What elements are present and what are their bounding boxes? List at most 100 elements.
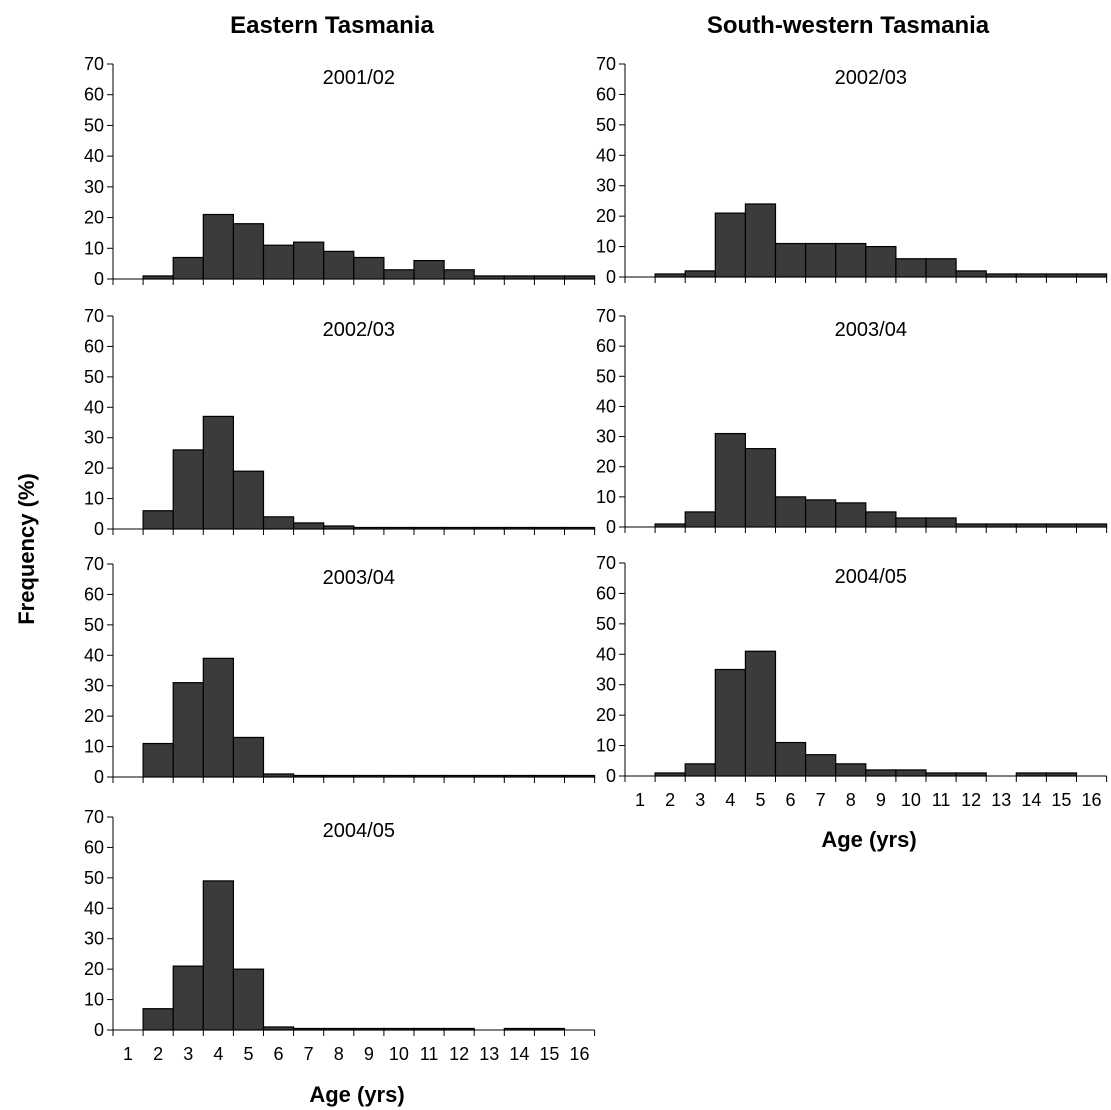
y-tick-label: 40: [596, 396, 616, 416]
y-tick-label: 60: [84, 584, 104, 604]
bar-age-5: [744, 203, 777, 278]
x-tick-label: 4: [725, 790, 735, 810]
y-tick-label: 50: [84, 367, 104, 387]
y-tick-label: 30: [596, 427, 616, 447]
x-tick-label: 13: [479, 1044, 499, 1064]
x-tick-label: 10: [389, 1044, 409, 1064]
x-tick-label: 5: [243, 1044, 253, 1064]
panel-1: 2001/02 0 10 20 30 40 50 60 70: [84, 54, 596, 289]
y-tick-label: 20: [596, 457, 616, 477]
y-tick-label: 10: [84, 238, 104, 258]
y-tick-label: 0: [94, 519, 104, 539]
bar-age-4: [202, 213, 235, 280]
x-tick-label: 11: [420, 1044, 439, 1064]
panels-group: 2001/020102030405060702002/0301020304050…: [84, 54, 1108, 1064]
y-tick-label: 60: [596, 336, 616, 356]
y-tick-label: 20: [84, 458, 104, 478]
x-tick-label: 3: [695, 790, 705, 810]
y-tick-label: 10: [596, 736, 616, 756]
x-tick-label: 8: [334, 1044, 344, 1064]
y-tick-label: 30: [84, 428, 104, 448]
bar-age-12: [955, 270, 987, 278]
x-tick-label: 6: [786, 790, 796, 810]
y-tick-label: 70: [596, 553, 616, 573]
bar-age-5: [744, 448, 777, 528]
bar-age-10: [895, 769, 927, 777]
x-tick-label: 2: [665, 790, 675, 810]
bar-age-8: [835, 502, 867, 528]
y-tick-label: 60: [84, 85, 104, 105]
y-tick-label: 30: [84, 929, 104, 949]
y-tick-label: 0: [94, 1020, 104, 1040]
panel-title: 2002/03: [323, 319, 395, 341]
panel-title: 2003/04: [835, 319, 907, 341]
bar-age-11: [925, 258, 957, 278]
bar-age-5: [232, 470, 265, 530]
x-tick-label: 7: [816, 790, 826, 810]
bar-age-9: [353, 256, 385, 280]
bar-age-6: [262, 244, 295, 280]
panel-3: 2003/04 0 10 20 30 40 50 60 70: [84, 554, 596, 787]
y-tick-label: 70: [84, 807, 104, 827]
y-tick-label: 40: [84, 645, 104, 665]
y-tick-label: 0: [94, 269, 104, 289]
bar-age-12: [443, 269, 475, 280]
y-tick-label: 20: [596, 705, 616, 725]
x-tick-label: 7: [304, 1044, 314, 1064]
y-tick-label: 0: [94, 767, 104, 787]
x-tick-label: 10: [901, 790, 921, 810]
bar-age-3: [172, 682, 204, 778]
bar-age-11: [413, 259, 445, 280]
panel-title: 2003/04: [323, 567, 395, 589]
column-title-south-western: South-western Tasmania: [707, 12, 990, 39]
y-tick-label: 40: [84, 397, 104, 417]
y-tick-label: 70: [84, 54, 104, 74]
x-tick-label: 15: [1051, 790, 1071, 810]
y-tick-label: 20: [84, 959, 104, 979]
y-tick-label: 60: [84, 336, 104, 356]
bar-age-8: [835, 763, 867, 777]
y-tick-label: 20: [84, 706, 104, 726]
y-tick-label: 10: [596, 487, 616, 507]
x-tick-label: 13: [991, 790, 1011, 810]
x-tick-label: 12: [449, 1044, 469, 1064]
bar-age-3: [684, 270, 716, 278]
bar-age-6: [774, 496, 807, 528]
bar-age-8: [323, 250, 355, 280]
y-tick-label: 70: [596, 306, 616, 326]
y-tick-label: 10: [84, 489, 104, 509]
bar-age-4: [202, 415, 235, 530]
bar-age-9: [865, 769, 897, 777]
bar-age-3: [684, 763, 716, 777]
x-tick-label: 1: [635, 790, 645, 810]
y-tick-label: 40: [596, 644, 616, 664]
bar-age-6: [774, 242, 807, 278]
y-tick-label: 10: [84, 737, 104, 757]
column-title-eastern: Eastern Tasmania: [230, 12, 434, 39]
bar-age-5: [232, 736, 265, 778]
y-tick-label: 10: [596, 237, 616, 257]
y-tick-label: 50: [596, 366, 616, 386]
bar-age-7: [804, 242, 837, 278]
y-tick-label: 60: [596, 583, 616, 603]
bar-age-3: [172, 449, 204, 530]
y-tick-label: 50: [596, 614, 616, 634]
y-tick-label: 20: [84, 208, 104, 228]
x-tick-label: 5: [755, 790, 765, 810]
y-tick-label: 30: [84, 177, 104, 197]
x-tick-label: 6: [274, 1044, 284, 1064]
x-axis-title-left: Age (yrs): [309, 1082, 404, 1107]
panel-title: 2004/05: [835, 566, 907, 588]
x-tick-label: 9: [364, 1044, 374, 1064]
bar-age-8: [835, 242, 867, 278]
bar-age-5: [232, 968, 265, 1031]
x-tick-label: 16: [1082, 790, 1102, 810]
bar-age-3: [684, 511, 716, 528]
y-tick-label: 50: [84, 115, 104, 135]
y-tick-label: 50: [596, 115, 616, 135]
x-axis-title-right: Age (yrs): [821, 827, 916, 852]
panel-title: 2002/03: [835, 67, 907, 89]
y-axis-title: Frequency (%): [14, 473, 39, 625]
bar-age-4: [714, 212, 746, 278]
